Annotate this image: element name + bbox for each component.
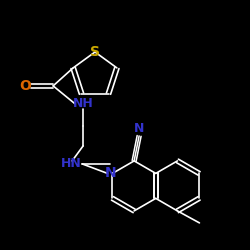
Text: S: S [90, 45, 100, 59]
Text: O: O [19, 79, 31, 93]
Text: N: N [134, 122, 144, 136]
Text: N: N [105, 166, 116, 180]
Text: NH: NH [73, 98, 94, 110]
Text: HN: HN [61, 158, 82, 170]
